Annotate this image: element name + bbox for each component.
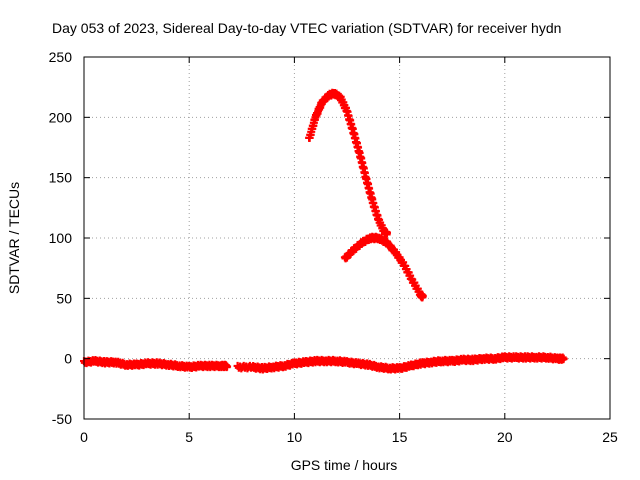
chart-title: Day 053 of 2023, Sidereal Day-to-day VTE…: [52, 20, 561, 36]
axis-ticks: 0 5 10 15 20 25 -50 0 50 100 150 200 250: [49, 49, 618, 445]
x-tick-label: 10: [287, 429, 303, 445]
x-tick-label: 0: [80, 429, 88, 445]
series-arc-2: [340, 232, 427, 302]
series-baseline-segment-1: [80, 355, 232, 373]
series-baseline-segment-2: [233, 352, 568, 374]
y-tick-label: 150: [49, 170, 73, 186]
y-tick-label: 100: [49, 230, 73, 246]
data-points: [80, 88, 568, 374]
x-tick-label: 20: [497, 429, 513, 445]
y-tick-label: 50: [56, 290, 72, 306]
data-point: [418, 291, 427, 300]
data-point: [223, 362, 232, 371]
y-tick-label: 200: [49, 109, 73, 125]
data-point: [382, 228, 391, 237]
grid-lines: [84, 57, 610, 419]
series-arc-1: [305, 88, 391, 239]
y-tick-label: 0: [64, 351, 72, 367]
y-tick-label: -50: [52, 411, 72, 427]
x-axis-label: GPS time / hours: [291, 457, 398, 473]
x-tick-label: 15: [392, 429, 408, 445]
y-axis-label: SDTVAR / TECUs: [6, 182, 22, 294]
data-point: [559, 354, 568, 363]
x-tick-label: 5: [185, 429, 193, 445]
x-tick-label: 25: [602, 429, 618, 445]
y-tick-label: 250: [49, 49, 73, 65]
